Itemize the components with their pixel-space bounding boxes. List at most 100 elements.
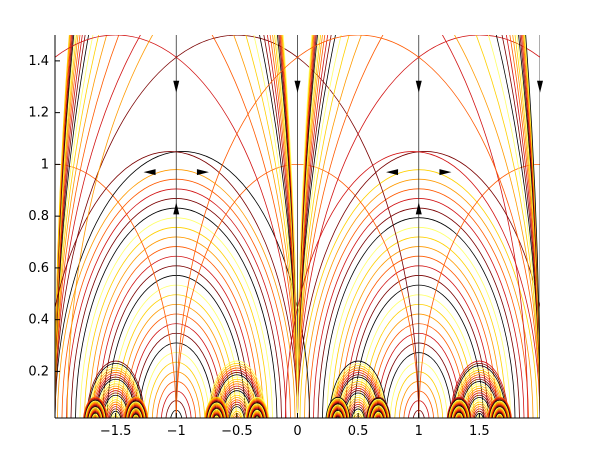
- cusp-arc: [298, 0, 595, 423]
- cusp-arc: [0, 151, 55, 423]
- flow-arc: [255, 420, 258, 424]
- x-tick-label: −1.5: [100, 424, 132, 439]
- cusp-arc: [298, 0, 595, 423]
- flow-arc: [498, 419, 502, 423]
- flow-arc: [477, 418, 482, 423]
- cusp-arc: [540, 0, 595, 423]
- flow-arc: [498, 420, 501, 424]
- flow-arc: [376, 418, 381, 423]
- flow-arc: [215, 420, 218, 424]
- cusp-arc: [540, 0, 595, 423]
- cusp-arc: [540, 0, 595, 423]
- flow-arc: [134, 420, 137, 424]
- cusp-arc: [540, 0, 595, 423]
- cusp-arc: [540, 0, 595, 423]
- flow-arc: [376, 419, 380, 423]
- cusp-arc: [298, 0, 595, 423]
- x-tick-label: 1.5: [469, 424, 490, 439]
- separatrix-arc: [0, 164, 176, 423]
- separatrix-arc: [419, 164, 595, 423]
- x-tick-label: 0.5: [348, 424, 369, 439]
- cusp-arc: [540, 0, 595, 423]
- cusp-arc: [540, 35, 595, 423]
- flow-arc: [335, 418, 340, 423]
- flow-arc: [457, 420, 460, 424]
- cusp-arc: [540, 0, 595, 423]
- flow-arc: [94, 420, 97, 424]
- flow-arc: [377, 420, 380, 424]
- flow-arc: [336, 420, 339, 424]
- flow-arc: [377, 421, 379, 424]
- cusp-arc: [540, 151, 595, 423]
- cusp-arc: [298, 0, 595, 423]
- cusp-arc: [540, 0, 595, 423]
- cusp-arc: [540, 0, 595, 423]
- flow-lines: [0, 0, 595, 423]
- flow-arc: [234, 418, 239, 423]
- flow-arrow: [295, 81, 301, 93]
- flow-arrow: [439, 169, 451, 175]
- flow-arc: [356, 418, 361, 423]
- y-tick-label: 1.4: [28, 54, 49, 69]
- flow-arc: [337, 421, 339, 424]
- flow-arc: [133, 418, 138, 423]
- y-tick-label: 1.2: [28, 106, 49, 121]
- cusp-arc: [298, 0, 595, 423]
- flow-arc: [497, 418, 502, 423]
- cusp-arc: [298, 0, 595, 423]
- cusp-arc: [540, 0, 595, 423]
- flow-arc: [215, 421, 217, 424]
- flow-arc: [457, 418, 462, 423]
- cusp-arc: [298, 0, 595, 423]
- cusp-arc: [298, 0, 595, 423]
- cusp-arc: [298, 0, 595, 423]
- cusp-arc: [298, 0, 595, 423]
- cusp-arc: [540, 0, 595, 423]
- cusp-arc: [540, 0, 595, 423]
- cusp-arc: [298, 0, 595, 423]
- flow-arc: [93, 419, 97, 423]
- y-tick-label: 0.2: [28, 364, 49, 379]
- x-tick-label: −0.5: [221, 424, 253, 439]
- x-tick-label: 0: [293, 424, 301, 439]
- flow-arrow: [416, 81, 422, 93]
- flow-arrow: [386, 169, 398, 175]
- y-tick-label: 0.6: [28, 261, 49, 276]
- flow-arc: [113, 418, 118, 423]
- cusp-arc: [298, 0, 595, 423]
- flow-arc: [93, 418, 98, 423]
- x-tick-label: −1: [167, 424, 186, 439]
- cusp-arc: [540, 0, 595, 423]
- flow-arrow: [144, 169, 156, 175]
- cusp-arc: [298, 0, 595, 423]
- y-tick-label: 1: [41, 157, 49, 172]
- cusp-arc: [298, 0, 595, 423]
- x-tick-label: 1: [415, 424, 423, 439]
- cusp-arc: [298, 0, 595, 423]
- flow-arc: [255, 418, 260, 423]
- y-tick-label: 0.4: [28, 313, 49, 328]
- flow-arc: [498, 421, 500, 424]
- flow-arrow: [537, 81, 543, 93]
- cusp-arc: [298, 0, 595, 423]
- flow-arc: [458, 421, 460, 424]
- cusp-arc: [540, 0, 595, 423]
- cusp-arc: [298, 0, 595, 423]
- flow-arc: [214, 418, 219, 423]
- flow-arc: [215, 419, 219, 423]
- flow-arc: [336, 419, 340, 423]
- cusp-arc: [540, 0, 595, 423]
- flow-arc: [255, 419, 259, 423]
- y-tick-label: 0.8: [28, 209, 49, 224]
- cusp-arc: [540, 0, 595, 423]
- flow-arc: [135, 421, 137, 424]
- flow-arc: [256, 421, 258, 424]
- flow-arc: [94, 421, 96, 424]
- flow-arrow: [173, 81, 179, 93]
- flow-arc: [134, 419, 138, 423]
- cusp-arc: [298, 0, 595, 423]
- cusp-arc: [540, 0, 595, 423]
- cusp-arc: [540, 0, 595, 423]
- flow-arrow: [197, 169, 209, 175]
